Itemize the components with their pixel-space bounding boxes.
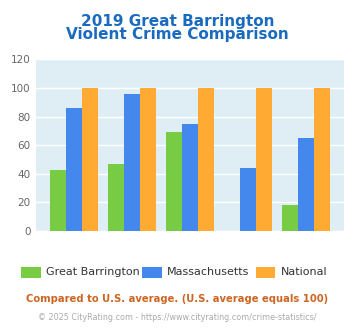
Text: © 2025 CityRating.com - https://www.cityrating.com/crime-statistics/: © 2025 CityRating.com - https://www.city… [38,313,317,322]
Bar [166,132,182,231]
Bar [256,88,272,231]
Bar [140,88,156,231]
Text: Great Barrington: Great Barrington [46,267,140,277]
Text: Compared to U.S. average. (U.S. average equals 100): Compared to U.S. average. (U.S. average … [26,294,329,304]
Bar [82,88,98,231]
Text: Massachusetts: Massachusetts [167,267,249,277]
Bar [240,168,256,231]
Bar [282,205,298,231]
Text: 2019 Great Barrington: 2019 Great Barrington [81,14,274,29]
Text: National: National [280,267,327,277]
Bar [124,94,140,231]
Bar [298,138,314,231]
Bar [314,88,330,231]
Text: Violent Crime Comparison: Violent Crime Comparison [66,27,289,42]
Bar [182,124,198,231]
Bar [50,170,66,231]
Bar [66,108,82,231]
Bar [198,88,214,231]
Bar [108,164,124,231]
